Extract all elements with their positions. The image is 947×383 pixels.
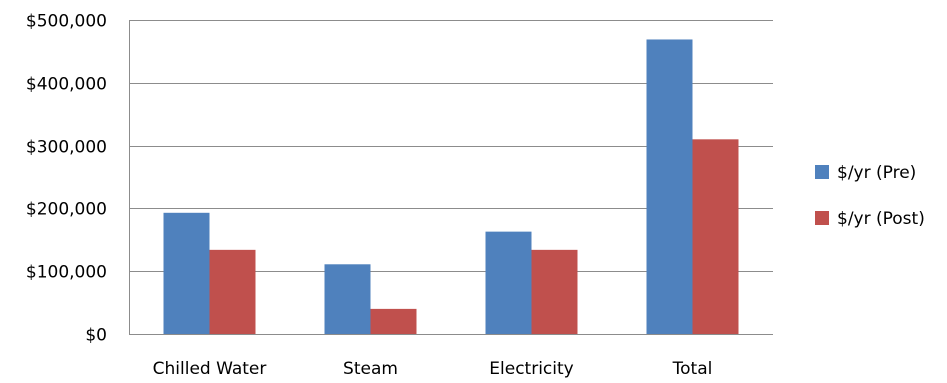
legend: $/yr (Pre) $/yr (Post) [815,163,925,229]
y-tick-label: $0 [85,326,107,346]
x-axis: Chilled Water Steam Electricity Total [153,359,713,379]
y-tick-label: $200,000 [26,200,107,220]
bar-post-chilled-water [209,249,256,334]
y-axis: $0 $100,000 $200,000 $300,000 $400,000 $500,0… [26,12,130,346]
x-tick-label: Total [672,359,713,379]
legend-swatch-pre [815,165,829,179]
bar-post-steam [370,308,417,334]
y-tick-label: $500,000 [26,12,107,32]
bar-pre-chilled-water [163,212,210,334]
x-tick-label: Electricity [489,359,573,379]
bars [163,39,739,335]
bar-pre-electricity [485,231,532,334]
bar-pre-total [646,39,693,335]
bar-post-electricity [531,249,578,334]
legend-label-pre: $/yr (Pre) [837,163,916,183]
y-tick-label: $300,000 [26,138,107,158]
bar-pre-steam [324,264,371,334]
legend-swatch-post [815,211,829,225]
x-tick-label: Steam [343,359,398,379]
y-tick-label: $400,000 [26,75,107,95]
legend-label-post: $/yr (Post) [837,209,925,229]
y-tick-label: $100,000 [26,263,107,283]
x-tick-label: Chilled Water [153,359,267,379]
bar-post-total [692,139,739,334]
